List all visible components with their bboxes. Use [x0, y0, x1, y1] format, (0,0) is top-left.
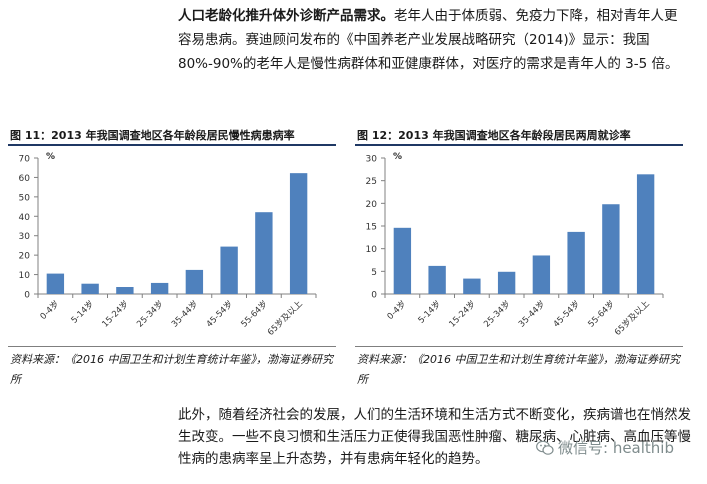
watermark: 微信号: healthib [536, 437, 674, 458]
chart-12-svg: 0 5 10 15 20 25 30 % 0-4岁 5-14岁 15-24岁 25-34岁 35-44岁… [366, 152, 664, 338]
x-tick-label: 0-4岁 [38, 298, 62, 322]
bar-0-4岁 [393, 227, 412, 294]
figure-12-title: 图 12：2013 年我国调查地区各年龄段居民两周就诊率 [357, 129, 631, 142]
wechat-icon [536, 440, 554, 455]
intro-paragraph: 人口老龄化推升体外诊断产品需求。老年人由于体质弱、免疫力下降，相对青年人更容易患… [178, 4, 683, 76]
x-tick-label: 35-44岁 [516, 298, 547, 329]
bar-0-4岁 [46, 273, 65, 294]
x-tick-label: 25-34岁 [134, 298, 165, 329]
y-tick-label: 0 [24, 291, 30, 301]
x-tick-label: 25-34岁 [481, 298, 512, 329]
closing-paragraph: 此外，随着经济社会的发展，人们的生活环境和生活方式不断变化，疾病谱也在悄然发生改… [178, 407, 691, 467]
y-tick-label: 10 [366, 245, 378, 255]
y-unit-label: % [393, 152, 402, 162]
intro-bold-lead: 人口老龄化推升体外诊断产品需求。 [178, 8, 394, 24]
y-unit-label: % [46, 152, 55, 162]
bar-15-24岁 [116, 287, 134, 294]
y-tick-label: 20 [366, 200, 378, 210]
bar-55-64岁 [255, 212, 273, 294]
bar-65岁及以上 [289, 173, 308, 294]
x-tick-label: 35-44岁 [169, 298, 200, 329]
x-tick-label: 55-64岁 [586, 298, 617, 329]
bar-5-14岁 [428, 265, 446, 294]
y-tick-label: 30 [366, 155, 378, 165]
bar-5-14岁 [81, 283, 99, 294]
y-tick-label: 30 [19, 232, 31, 242]
y-tick-label: 10 [19, 271, 31, 281]
figure-12-top-rule [355, 144, 683, 146]
y-tick-label: 0 [371, 291, 377, 301]
x-tick-label: 15-24岁 [447, 298, 478, 329]
figure-11-source: 资料来源：《2016 中国卫生和计划生育统计年鉴》，渤海证券研究所 [10, 353, 333, 386]
x-tick-label: 45-54岁 [204, 298, 235, 329]
x-tick-label: 55-64岁 [239, 298, 270, 329]
figure-11-top-rule [8, 144, 336, 146]
bar-35-44岁 [532, 255, 551, 294]
figure-12-bottom-rule [355, 346, 683, 347]
x-tick-label: 5-14岁 [69, 298, 96, 325]
y-tick-label: 15 [366, 223, 377, 233]
intro-text: 老年人由于体质弱、免疫力下降，相对青年人更容易患病。赛迪顾问发布的《中国养老产业… [178, 8, 679, 72]
figure-12-source: 资料来源：《2016 中国卫生和计划生育统计年鉴》，渤海证券研究所 [357, 353, 680, 386]
figure-11-bottom-rule [8, 346, 336, 347]
figure-11-chart: 0 10 20 30 40 50 60 70% 0-4岁 5-14岁 15-24岁 25-34岁 35-… [0, 146, 340, 346]
y-tick-label: 40 [19, 213, 31, 223]
x-tick-label: 65岁及以上 [612, 298, 652, 338]
bar-55-64岁 [602, 204, 620, 294]
bar-25-34岁 [497, 271, 516, 294]
x-tick-label: 65岁及以上 [265, 298, 305, 338]
y-tick-label: 50 [19, 193, 31, 203]
figure-12-chart: 0 5 10 15 20 25 30% 0-4岁 5-14岁 15-24岁 25-34岁 35-44岁… [347, 146, 687, 346]
x-tick-label: 0-4岁 [385, 298, 409, 322]
y-tick-label: 20 [19, 252, 31, 262]
x-tick-label: 5-14岁 [416, 298, 443, 325]
y-tick-label: 60 [19, 174, 31, 184]
y-tick-label: 70 [19, 155, 31, 165]
bar-35-44岁 [185, 269, 204, 294]
watermark-text: 微信号: healthib [558, 439, 674, 457]
bar-25-34岁 [150, 282, 169, 294]
x-tick-label: 15-24岁 [100, 298, 131, 329]
y-tick-label: 25 [366, 177, 377, 187]
bar-65岁及以上 [636, 174, 655, 294]
figure-11-title: 图 11：2013 年我国调查地区各年龄段居民慢性病患病率 [10, 129, 295, 142]
bar-45-54岁 [567, 231, 585, 294]
x-tick-label: 45-54岁 [551, 298, 582, 329]
bar-15-24岁 [463, 278, 481, 294]
y-tick-label: 5 [371, 268, 377, 278]
chart-11-svg: 0 10 20 30 40 50 60 70 % 0-4岁 5-14岁 15-24岁 25-34岁 35-… [19, 152, 317, 338]
bar-45-54岁 [220, 246, 238, 294]
